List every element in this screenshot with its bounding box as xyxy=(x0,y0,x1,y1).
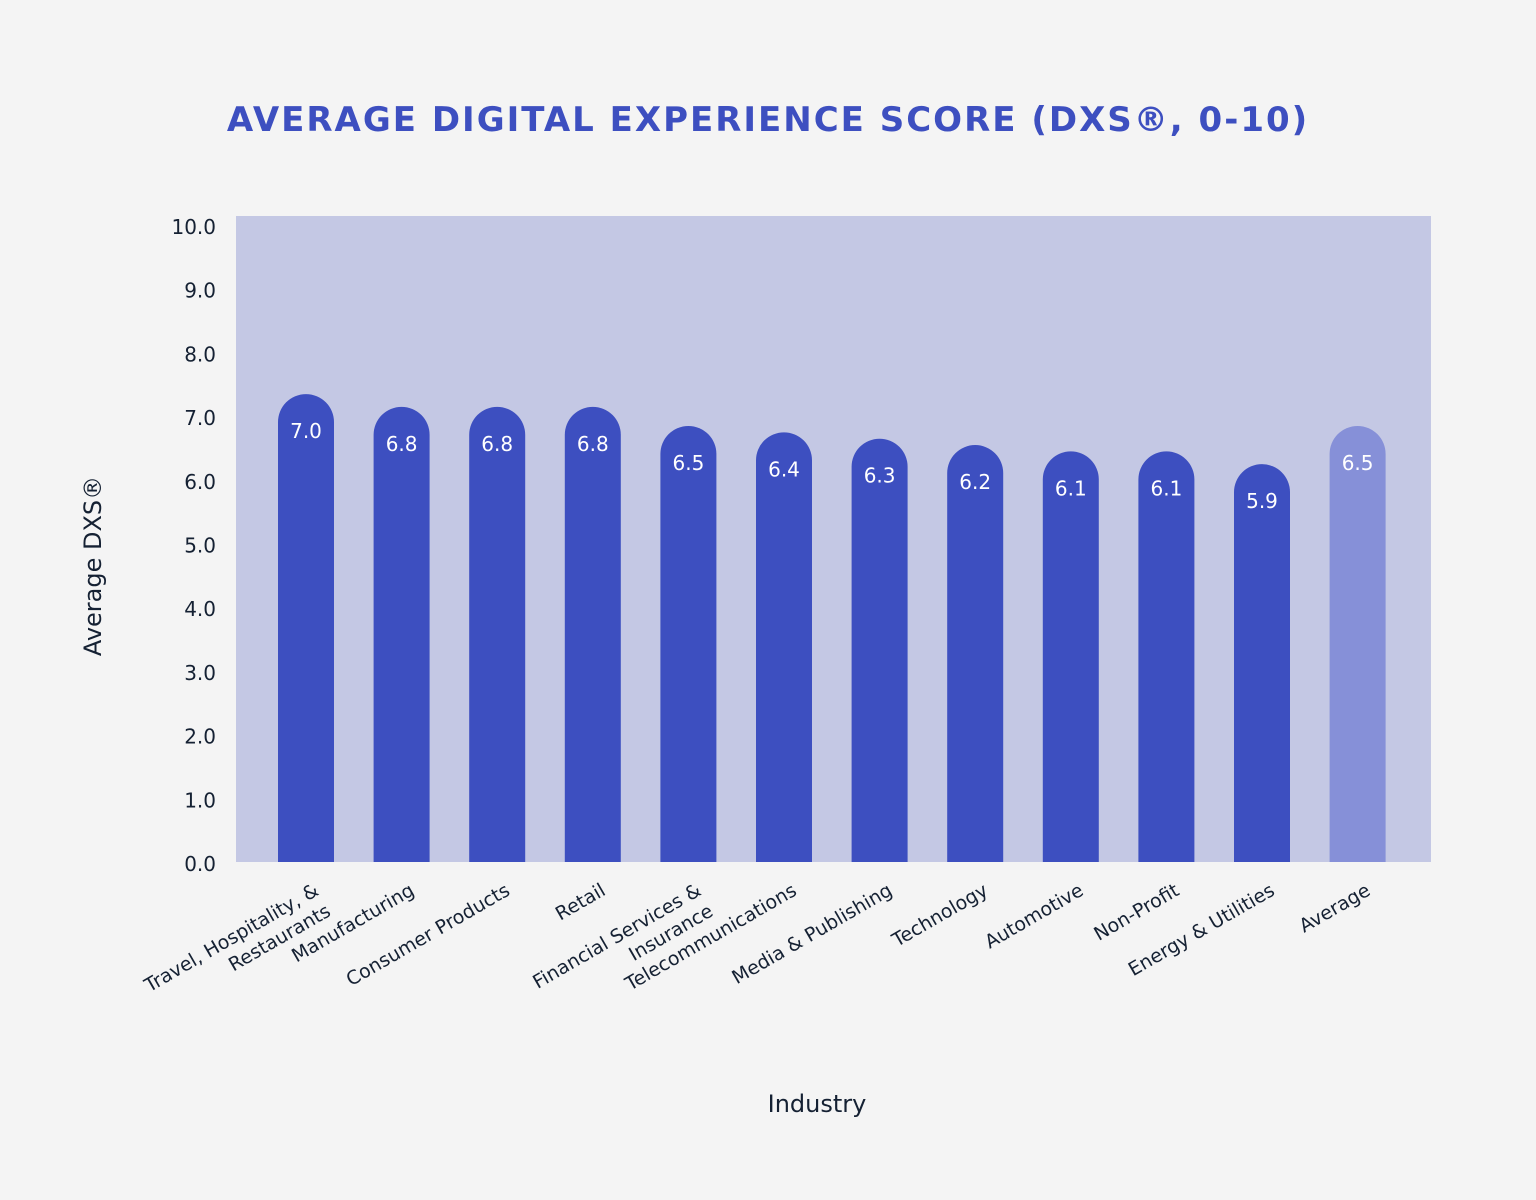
x-tick-label: Technology xyxy=(888,879,992,952)
x-axis-tick-labels: Travel, Hospitality, &RestaurantsManufac… xyxy=(140,879,1375,997)
bar xyxy=(756,432,812,862)
y-tick-label: 10.0 xyxy=(171,215,216,239)
x-tick-label-line: Consumer Products xyxy=(343,879,514,991)
y-tick-label: 7.0 xyxy=(184,406,216,430)
bar-value-label: 6.8 xyxy=(577,432,609,456)
bar xyxy=(1138,451,1195,862)
x-tick-label: Retail xyxy=(552,879,610,925)
bar-value-label: 6.1 xyxy=(1055,476,1087,500)
y-tick-label: 2.0 xyxy=(184,725,216,749)
x-tick-label-line: Media & Publishing xyxy=(728,879,896,989)
bar-value-label: 6.2 xyxy=(959,470,991,494)
bar-value-label: 6.5 xyxy=(1342,451,1374,475)
bar xyxy=(278,394,334,862)
plot-area xyxy=(236,216,1431,862)
y-tick-label: 3.0 xyxy=(184,661,216,685)
bar-value-labels: 7.0 6.8 6.8 6.8 6.5 6.4 6.3 6.2 6.1 6.1 5.9 6.5 xyxy=(290,419,1373,513)
bar-value-label: 6.5 xyxy=(672,451,704,475)
x-axis-title: Industry xyxy=(768,1090,867,1118)
bar-value-label: 6.8 xyxy=(386,432,418,456)
y-tick-label: 5.0 xyxy=(184,534,216,558)
y-tick-label: 1.0 xyxy=(184,788,216,812)
bar-value-label: 6.8 xyxy=(481,432,513,456)
y-tick-label: 6.0 xyxy=(184,470,216,494)
y-tick-label: 9.0 xyxy=(184,279,216,303)
x-tick-label-line: Retail xyxy=(552,879,610,925)
y-axis-ticks: 0.0 1.0 2.0 3.0 4.0 5.0 6.0 7.0 8.0 9.0 10.0 xyxy=(171,215,216,876)
y-axis-title: Average DXS® xyxy=(79,476,107,656)
bar xyxy=(660,425,717,862)
bar-value-label: 6.3 xyxy=(864,464,896,488)
x-tick-label: Average xyxy=(1296,879,1375,937)
x-tick-label-line: Automotive xyxy=(981,879,1087,953)
y-tick-label: 0.0 xyxy=(184,852,216,876)
y-tick-label: 8.0 xyxy=(184,342,216,366)
bar xyxy=(851,438,908,862)
bar xyxy=(469,406,526,862)
bars xyxy=(278,394,1386,862)
bar-value-label: 7.0 xyxy=(290,419,322,443)
bar-value-label: 5.9 xyxy=(1246,489,1278,513)
y-tick-label: 4.0 xyxy=(184,597,216,621)
average-bar xyxy=(1329,425,1386,862)
x-tick-label: Consumer Products xyxy=(343,879,514,991)
bar-value-label: 6.1 xyxy=(1150,476,1182,500)
bar xyxy=(947,445,1004,862)
bar xyxy=(564,406,621,862)
bar-value-label: 6.4 xyxy=(768,457,800,481)
x-tick-label-line: Average xyxy=(1296,879,1375,937)
bar xyxy=(1042,451,1099,862)
chart-title: AVERAGE DIGITAL EXPERIENCE SCORE (DXS®, … xyxy=(226,100,1310,140)
bar xyxy=(1234,464,1290,862)
bar xyxy=(373,406,430,862)
x-tick-label: Automotive xyxy=(981,879,1087,953)
x-tick-label-line: Technology xyxy=(888,879,992,952)
x-tick-label: Media & Publishing xyxy=(728,879,896,989)
